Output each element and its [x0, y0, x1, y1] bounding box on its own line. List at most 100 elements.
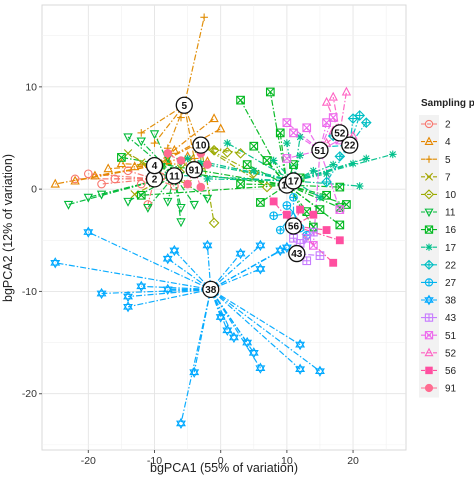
- x-tick-label: -20: [81, 455, 96, 467]
- legend-item-7: 7: [421, 172, 451, 183]
- spoke-17: [293, 164, 334, 182]
- legend-label: 52: [445, 348, 457, 359]
- point-11: [163, 197, 173, 207]
- point-51: [328, 113, 338, 122]
- point-38: [255, 239, 266, 252]
- point-2: [83, 169, 93, 179]
- centroid-17: 17: [284, 172, 303, 190]
- centroid-circle: [185, 161, 203, 179]
- point-17: [223, 139, 232, 147]
- spoke-17: [293, 153, 393, 182]
- centroid-label: 52: [334, 128, 346, 139]
- centroid-circle: [165, 167, 184, 185]
- point-17: [329, 160, 337, 169]
- point-16: [335, 220, 345, 230]
- spoke-38: [210, 253, 242, 290]
- centroid-label: 11: [169, 171, 180, 182]
- point-10: [235, 147, 246, 159]
- centroid-circle: [192, 136, 210, 154]
- point-17: [388, 150, 397, 159]
- spoke-17: [207, 178, 294, 182]
- point-38: [96, 287, 107, 300]
- spoke-4: [108, 165, 155, 170]
- point-17: [362, 154, 371, 163]
- point-10: [221, 146, 233, 158]
- point-51: [308, 241, 318, 250]
- centroid-label: 56: [288, 222, 300, 233]
- spoke-4: [94, 165, 155, 177]
- centroid-52: 52: [331, 124, 349, 142]
- point-2: [97, 179, 106, 189]
- centroid-22: 22: [341, 136, 359, 154]
- x-axis-label: bgPCA1 (55% of variation): [150, 461, 298, 475]
- point-16: [256, 198, 265, 207]
- legend-key-56: [425, 366, 433, 375]
- centroid-circle: [331, 124, 349, 142]
- point-27: [282, 201, 292, 210]
- legend-label: 56: [445, 366, 457, 377]
- point-38: [50, 257, 61, 269]
- centroid-circle: [284, 217, 303, 235]
- point-38: [162, 283, 173, 296]
- legend-item-17: 17: [421, 243, 457, 254]
- point-51: [289, 128, 298, 138]
- legend-key-27: [424, 278, 434, 287]
- point-56: [309, 210, 318, 219]
- x-tick-label: 10: [281, 455, 293, 467]
- point-52: [328, 91, 338, 101]
- point-2: [136, 179, 146, 189]
- point-4: [215, 123, 226, 133]
- point-11: [96, 190, 107, 200]
- y-tick-label: -20: [22, 388, 37, 400]
- spoke-52: [339, 91, 348, 133]
- centroid-label: 10: [195, 141, 207, 152]
- legend-title: Sampling point: [421, 98, 474, 109]
- point-11: [149, 130, 160, 140]
- point-38: [222, 324, 233, 336]
- spoke-17: [227, 142, 294, 182]
- y-tick-label: 10: [25, 81, 37, 93]
- point-38: [169, 244, 180, 257]
- point-51: [302, 123, 312, 133]
- point-17: [269, 156, 278, 165]
- point-91: [176, 156, 186, 165]
- legend-key-4: [424, 136, 434, 146]
- spoke-10: [200, 145, 215, 223]
- legend-item-22: 22: [421, 259, 457, 271]
- legend-item-91: 91: [421, 384, 457, 395]
- point-5: [137, 129, 146, 137]
- point-38: [136, 280, 147, 292]
- spoke-16: [286, 184, 327, 196]
- legend-key-43: [424, 313, 434, 322]
- centroid-43: 43: [288, 244, 306, 263]
- point-38: [123, 290, 133, 303]
- point-56: [329, 258, 338, 267]
- centroid-circle: [175, 96, 193, 114]
- point-38: [162, 253, 173, 265]
- spoke-38: [173, 250, 212, 290]
- point-38: [176, 417, 186, 430]
- legend-item-5: 5: [421, 155, 451, 166]
- legend-item-27: 27: [421, 278, 457, 289]
- point-52: [321, 96, 332, 106]
- spoke-17: [200, 162, 294, 182]
- spoke-27: [279, 212, 294, 231]
- point-11: [63, 200, 74, 210]
- centroid-label: 4: [152, 161, 158, 172]
- legend-key-52: [424, 347, 434, 357]
- point-51: [335, 205, 345, 214]
- spoke-5: [183, 17, 205, 106]
- centroid-markers: 2451011161722384351525691: [145, 96, 359, 299]
- point-38: [295, 338, 306, 351]
- point-4: [103, 163, 113, 173]
- legend-key-38: [424, 294, 434, 306]
- centroid-11: 11: [165, 167, 184, 185]
- point-7: [137, 158, 146, 167]
- y-tick-label: 0: [31, 184, 37, 196]
- point-5: [150, 139, 159, 147]
- spoke-10: [200, 144, 241, 154]
- point-4: [70, 175, 80, 185]
- point-91: [183, 179, 192, 189]
- spoke-38: [55, 262, 211, 290]
- point-17: [183, 154, 192, 163]
